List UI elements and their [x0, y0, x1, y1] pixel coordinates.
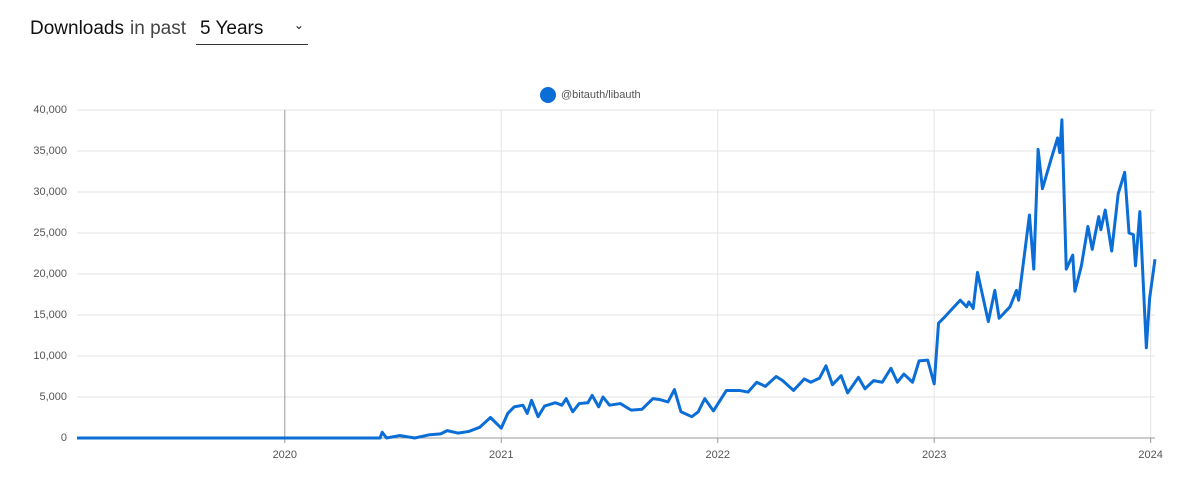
x-tick-label: 2022	[705, 449, 729, 461]
series-line	[77, 118, 1157, 440]
label: in past	[130, 18, 186, 39]
x-tick-label: 2024	[1138, 449, 1162, 461]
y-tick-label: 35,000	[33, 145, 67, 157]
y-tick-label: 25,000	[33, 227, 67, 239]
chevron: ⌄	[293, 18, 304, 32]
title: Downloads	[30, 18, 124, 39]
select-value: 5 Years	[199, 18, 264, 39]
y-tick-label: 0	[61, 432, 67, 444]
y-tick-label: 15,000	[33, 309, 67, 321]
y-tick-label: 5,000	[39, 391, 67, 403]
y-tick-label: 20,000	[33, 268, 67, 280]
period-select[interactable]: 5 Years ⌄	[195, 18, 308, 45]
x-tick-label: 2020	[273, 449, 297, 461]
y-tick-label: 10,000	[33, 350, 67, 362]
legend-label: @bitauth/libauth	[561, 89, 641, 101]
legend-marker	[540, 87, 556, 103]
header: Downloads in past 5 Years ⌄	[30, 18, 308, 45]
y-tick-label: 30,000	[33, 186, 67, 198]
y-tick-label: 40,000	[33, 104, 67, 116]
x-tick-label: 2023	[922, 449, 946, 461]
x-tick-label: 2021	[489, 449, 513, 461]
